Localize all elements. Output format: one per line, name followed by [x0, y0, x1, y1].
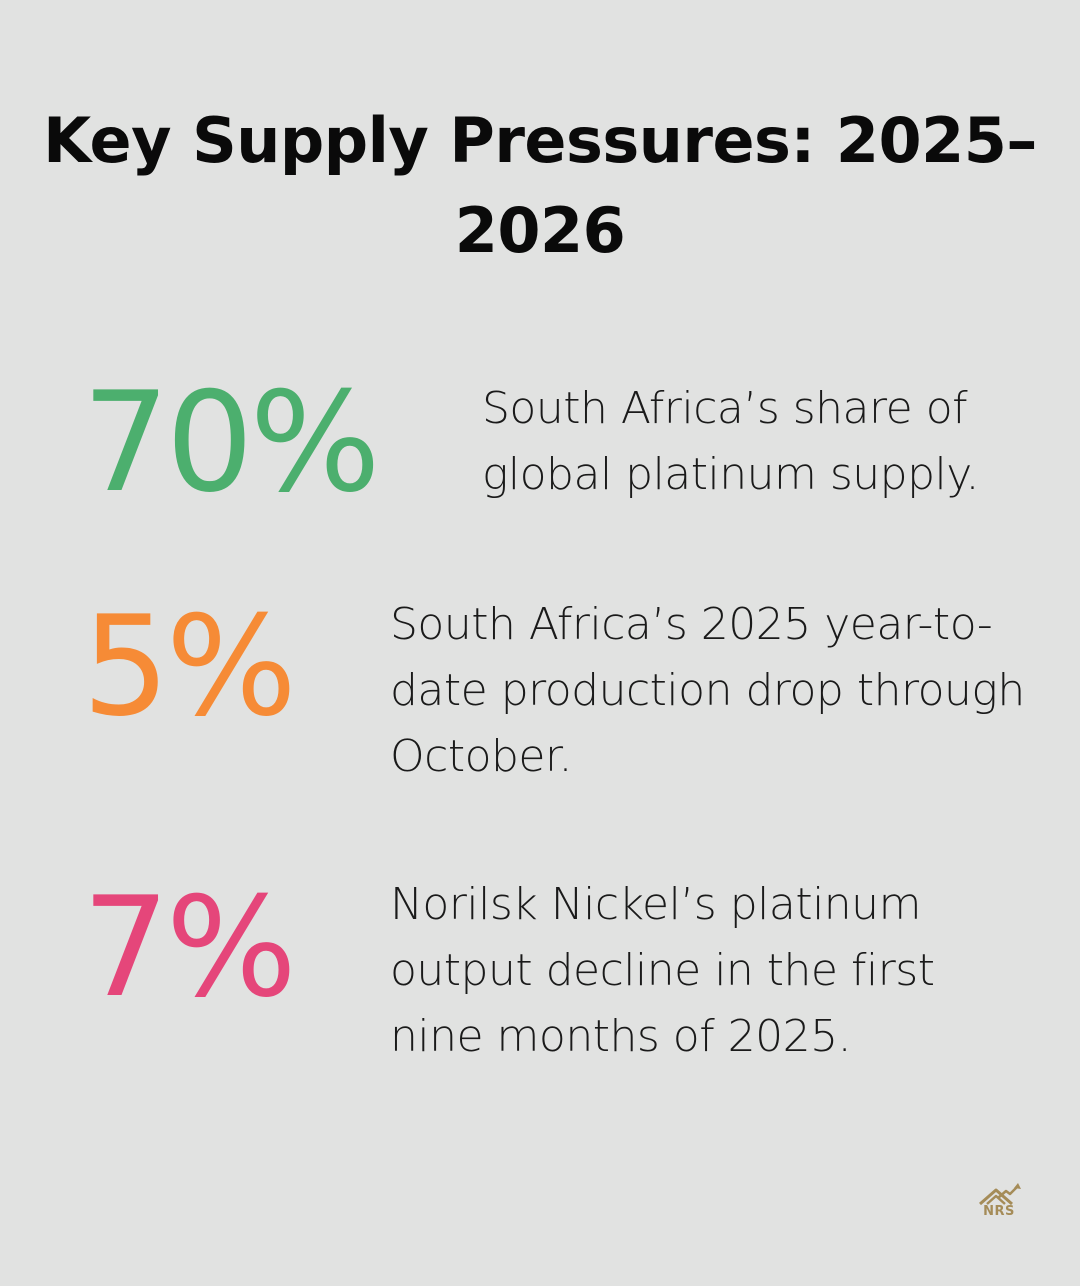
stat-description: South Africa’s 2025 year-to-date product… — [390, 599, 1025, 782]
stat-value: 70% — [82, 362, 381, 523]
stat-value: 5% — [82, 586, 297, 747]
brand-logo: NRS — [974, 1182, 1024, 1224]
stat-description: Norilsk Nickel’s platinum output decline… — [390, 879, 935, 1062]
page-title: Key Supply Pressures: 2025–2026 — [43, 104, 1037, 267]
logo-text: NRS — [983, 1204, 1015, 1219]
stat-value: 7% — [82, 867, 297, 1028]
stat-description: South Africa’s share of global platinum … — [482, 383, 980, 500]
house-chart-icon — [979, 1183, 1021, 1206]
